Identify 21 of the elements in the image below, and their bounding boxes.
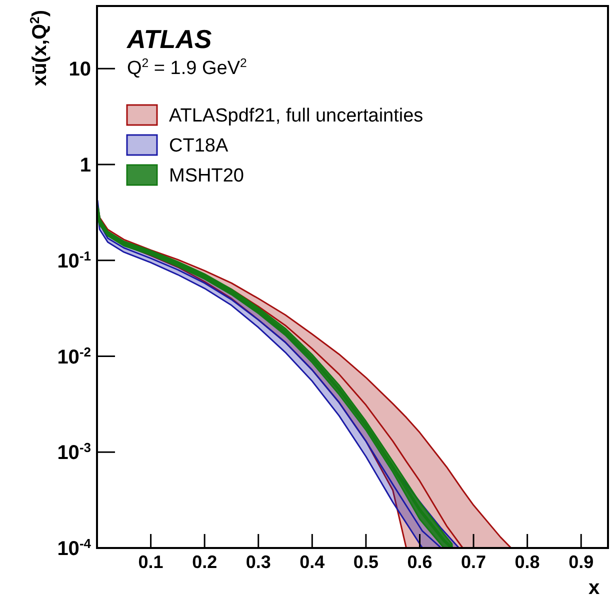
x-tick-label: 0.6 [407, 552, 432, 572]
annotation: ATLAS [126, 24, 212, 54]
y-tick-label: 10$^{-4}$ [57, 536, 92, 560]
x-axis-title: x [588, 577, 600, 599]
x-tick-label: 0.7 [461, 552, 486, 572]
x-tick-label: 0.3 [246, 552, 271, 572]
y-tick-label: 10$^{-2}$ [57, 344, 91, 368]
x-tick-label: 0.9 [568, 552, 594, 572]
legend-label: CT18A [169, 136, 228, 157]
y-tick-label: 10$^{-1}$ [57, 248, 91, 272]
y-tick-label: 10 [68, 58, 91, 81]
x-tick-label: 0.4 [300, 552, 325, 572]
legend-label: ATLASpdf21, full uncertainties [169, 106, 424, 127]
y-tick-label: 10$^{-3}$ [57, 440, 91, 464]
x-tick-label: 0.1 [138, 552, 164, 572]
annotation: Q$^{2}$ = 1.9 GeV$^{2}$ [127, 56, 248, 79]
x-tick-label: 0.8 [514, 552, 540, 572]
legend-label: MSHT20 [169, 166, 244, 187]
x-tick-label: 0.5 [353, 552, 378, 572]
y-tick-label: 1 [80, 154, 91, 176]
x-tick-label: 0.2 [192, 552, 218, 572]
